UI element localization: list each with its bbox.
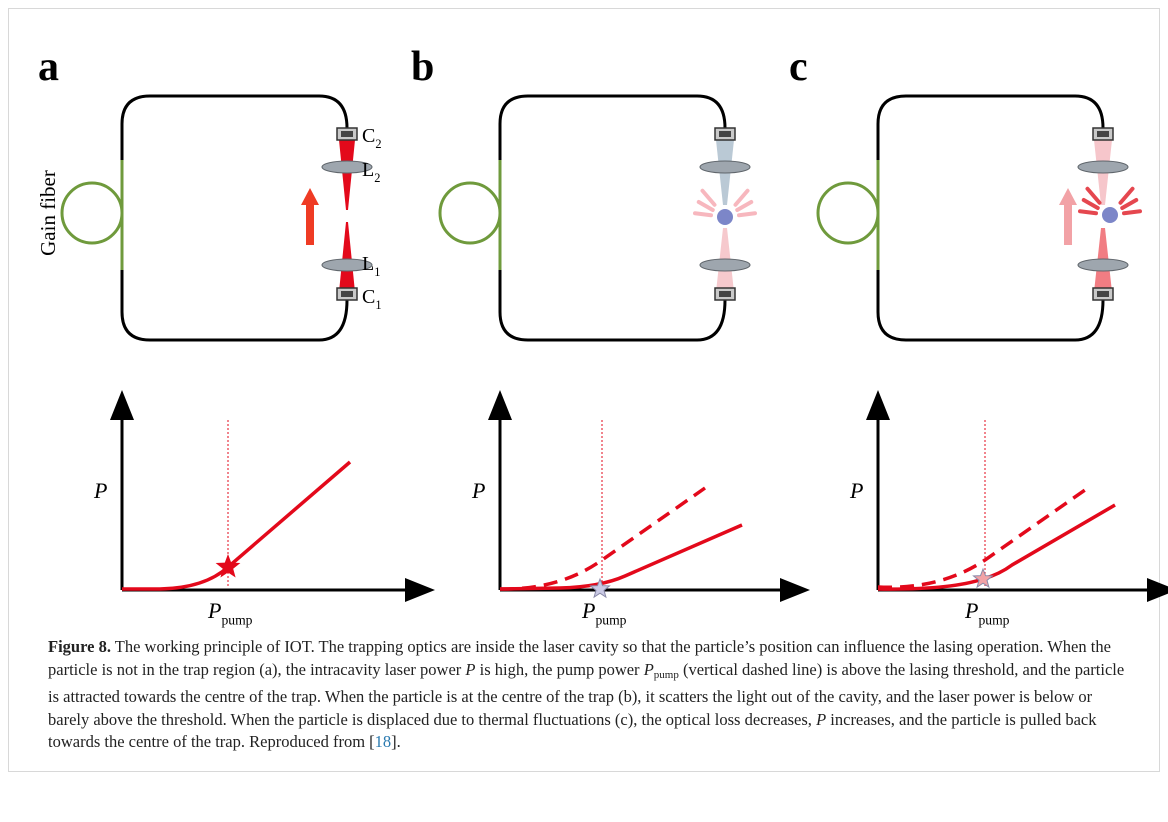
component-label: L2 — [362, 159, 380, 185]
y-axis-label: P — [849, 478, 863, 503]
x-axis-label-sub: pump — [221, 613, 252, 628]
collimator-core — [341, 131, 353, 137]
scattered-light — [1081, 198, 1100, 210]
displacement-arrow — [1059, 188, 1077, 245]
threshold-star — [215, 554, 241, 578]
cavity-fiber — [876, 94, 1105, 342]
component-label-sub: 1 — [375, 298, 381, 312]
component-label-base: L — [362, 159, 374, 181]
lens — [321, 258, 373, 272]
component-label-sub: 2 — [374, 171, 380, 185]
component-label-base: C — [362, 125, 375, 147]
gain-fiber-loop — [60, 181, 124, 245]
gain-fiber-loop — [816, 181, 880, 245]
threshold-star — [589, 577, 611, 599]
component-label-sub: 1 — [374, 265, 380, 279]
component-label-base: C — [362, 286, 375, 308]
x-axis-label-sub: pump — [978, 613, 1009, 628]
lens — [321, 160, 373, 174]
lens — [699, 258, 751, 272]
caption-text: (vertical dashed line) is above the lasi… — [48, 659, 1125, 729]
caption-text: The working principle of IOT. The trappi… — [48, 637, 1111, 679]
laser-beam — [339, 140, 355, 292]
caption-subscript: pump — [653, 668, 679, 681]
scattered-light — [693, 211, 713, 218]
panel-label: b — [411, 44, 434, 90]
particle — [1102, 207, 1118, 223]
component-label: L1 — [362, 253, 380, 279]
scattered-light — [1120, 198, 1139, 210]
scattered-light — [733, 188, 750, 207]
y-axis-label: P — [93, 478, 107, 503]
caption-text: increases, and the particle is pulled ba… — [48, 709, 1097, 752]
panel-label: c — [789, 44, 808, 90]
x-axis-label: Ppump — [207, 598, 253, 628]
figure-frame — [8, 8, 1160, 772]
caption-text: is high, the pump power — [475, 659, 644, 679]
caption-symbol: P — [465, 659, 476, 679]
power-curve — [499, 523, 743, 591]
scattered-light — [1122, 209, 1142, 216]
scattered-light — [696, 200, 715, 212]
lens — [1077, 258, 1129, 272]
scattered-light — [1085, 186, 1102, 205]
lens — [1077, 160, 1129, 174]
power-curve — [122, 460, 352, 591]
caption-label: Figure 8. — [48, 637, 111, 656]
caption-symbol: P — [816, 709, 827, 729]
particle — [717, 209, 733, 225]
cavity-fiber — [120, 94, 349, 342]
gain-fiber-loop — [438, 181, 502, 245]
gain-fiber-label: Gain fiber — [36, 170, 60, 256]
component-label: C1 — [362, 286, 382, 312]
displacement-arrow — [301, 188, 319, 245]
component-label-sub: 2 — [375, 137, 381, 151]
scattered-light — [737, 211, 757, 218]
reference-link[interactable]: 18 — [374, 732, 392, 751]
scattered-light — [700, 188, 717, 207]
power-curve — [877, 503, 1116, 591]
panel-label: a — [38, 44, 59, 90]
collimator-core — [1097, 291, 1109, 297]
component-label-base: L — [362, 253, 374, 275]
component-label: C2 — [362, 125, 382, 151]
caption-symbol: P — [643, 659, 654, 679]
collimator-core — [719, 291, 731, 297]
scattered-light — [1118, 186, 1135, 205]
x-axis-label: Ppump — [581, 598, 627, 628]
collimator-core — [341, 291, 353, 297]
collimator-core — [719, 131, 731, 137]
x-axis-label-base: P — [964, 598, 978, 623]
x-axis-label-sub: pump — [595, 613, 626, 628]
y-axis-label: P — [471, 478, 485, 503]
cavity-fiber — [498, 94, 727, 342]
caption-text: ]. — [391, 732, 401, 751]
x-axis-label: Ppump — [964, 598, 1010, 628]
scattered-light — [735, 200, 754, 212]
collimator-core — [1097, 131, 1109, 137]
threshold-star — [972, 567, 994, 589]
scattered-light — [1078, 209, 1098, 216]
caption: Figure 8. The working principle of IOT. … — [48, 636, 1133, 754]
x-axis-label-base: P — [581, 598, 595, 623]
x-axis-label-base: P — [207, 598, 221, 623]
lens — [699, 160, 751, 174]
